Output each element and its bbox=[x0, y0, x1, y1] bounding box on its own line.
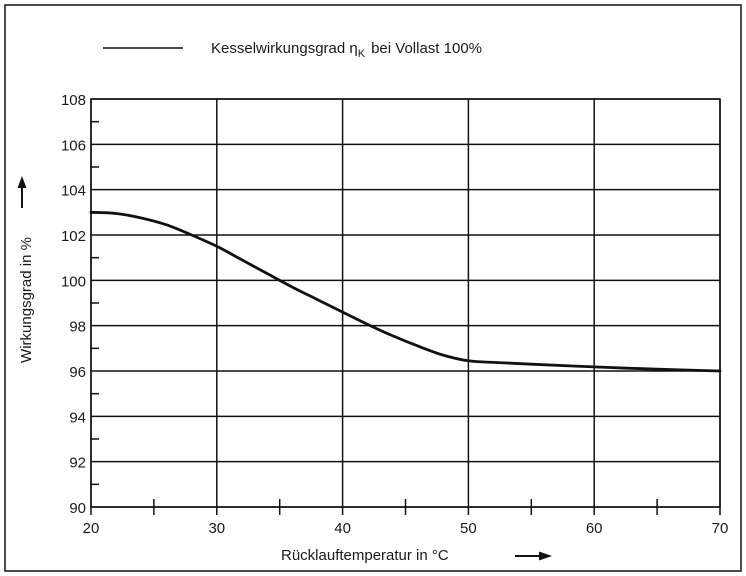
y-tick-label: 102 bbox=[61, 228, 86, 245]
y-tick-label: 92 bbox=[69, 455, 86, 472]
y-axis-label: Wirkungsgrad in % bbox=[18, 237, 35, 363]
y-tick-label: 94 bbox=[69, 409, 86, 426]
y-axis-ticks: 90 92 94 96 98 100 102 104 106 108 bbox=[61, 92, 99, 517]
y-tick-label: 96 bbox=[69, 364, 86, 381]
x-tick-label: 20 bbox=[83, 520, 100, 537]
y-tick-label: 100 bbox=[61, 273, 86, 290]
x-tick-label: 30 bbox=[208, 520, 225, 537]
efficiency-curve bbox=[89, 210, 722, 373]
y-tick-label: 108 bbox=[61, 92, 86, 109]
y-axis-arrow-icon bbox=[17, 176, 27, 208]
legend: Kesselwirkungsgrad ηK bei Vollast 100% bbox=[103, 40, 482, 60]
x-tick-label: 70 bbox=[712, 520, 729, 537]
y-axis-label-group: Wirkungsgrad in % bbox=[18, 237, 35, 363]
x-tick-label: 50 bbox=[460, 520, 477, 537]
y-tick-label: 106 bbox=[61, 137, 86, 154]
chart-frame bbox=[4, 4, 742, 572]
plot-area-border bbox=[90, 98, 721, 508]
y-tick-label: 98 bbox=[69, 319, 86, 336]
x-tick-label: 60 bbox=[586, 520, 603, 537]
x-axis-arrow-icon bbox=[515, 551, 552, 561]
y-tick-label: 104 bbox=[61, 183, 86, 200]
x-axis-label: Rücklauftemperatur in °C bbox=[281, 547, 449, 564]
x-tick-label: 40 bbox=[334, 520, 351, 537]
legend-label: Kesselwirkungsgrad ηK bei Vollast 100% bbox=[211, 40, 482, 60]
y-tick-label: 90 bbox=[69, 500, 86, 517]
x-axis-ticks: 20 30 40 50 60 70 bbox=[83, 499, 729, 537]
